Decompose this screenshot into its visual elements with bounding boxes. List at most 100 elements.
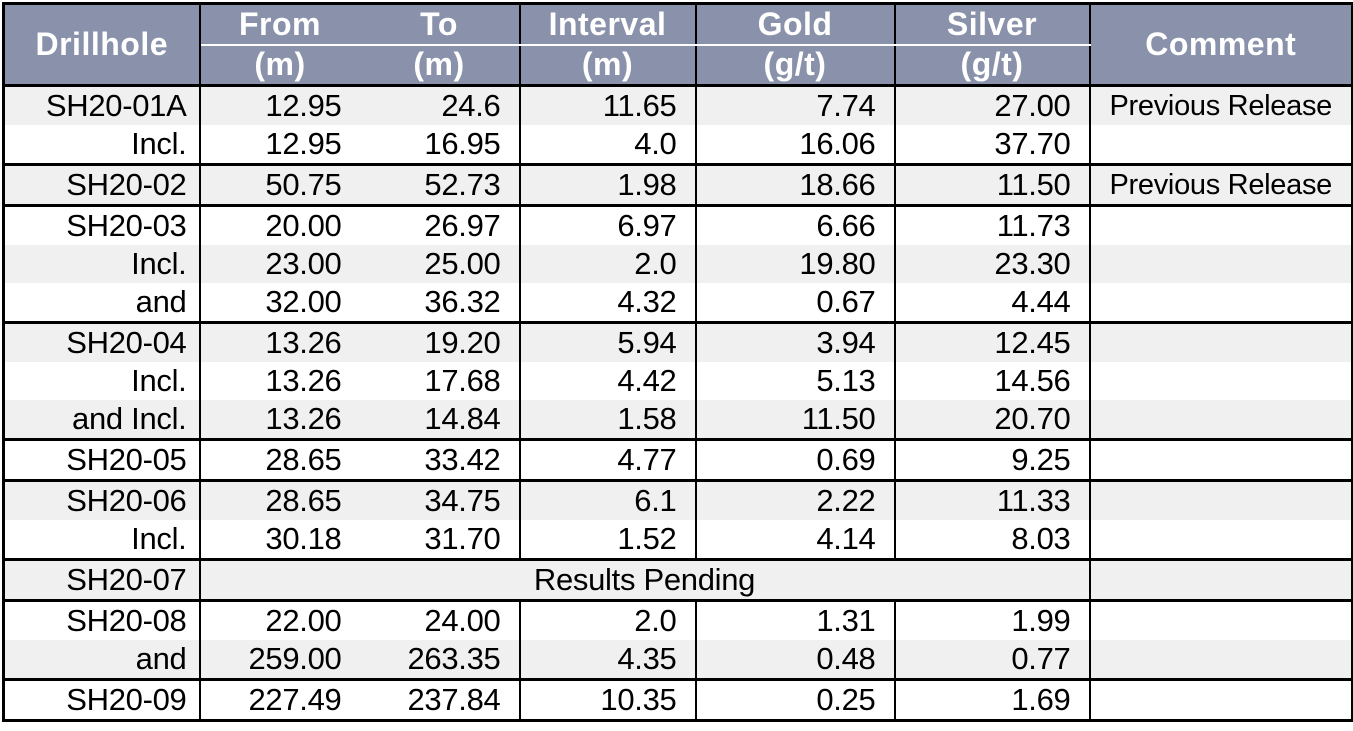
comment-cell [1088, 438, 1353, 481]
interval-cell: 2.0 [518, 245, 696, 283]
from-cell: 259.00 [199, 640, 360, 680]
table-row: and 259.00 263.35 4.35 0.48 0.77 [3, 640, 1353, 680]
header-label-row: Drillhole From To Interval Gold Silver C… [3, 3, 1353, 87]
to-cell: 24.6 [359, 84, 520, 125]
silver-cell: 27.00 [893, 84, 1090, 125]
gold-cell: 0.48 [694, 640, 895, 680]
silver-cell: 12.45 [893, 321, 1090, 362]
table-row: Incl. 12.95 16.95 4.0 16.06 37.70 [3, 125, 1353, 165]
col-header-from: From [199, 3, 360, 46]
interval-cell: 5.94 [518, 321, 696, 362]
silver-cell: 9.25 [893, 438, 1090, 481]
comment-cell: Previous Release [1088, 163, 1353, 206]
interval-cell: 11.65 [518, 84, 696, 125]
table-row: SH20-08 22.00 24.00 2.0 1.31 1.99 [3, 599, 1353, 640]
gold-cell: 1.31 [694, 599, 895, 640]
drillhole-cell: Incl. [3, 520, 201, 560]
from-cell: 12.95 [199, 84, 360, 125]
drillhole-cell: Incl. [3, 362, 201, 400]
silver-cell: 20.70 [893, 400, 1090, 440]
col-header-interval: Interval [518, 3, 696, 46]
table-row: SH20-07 Results Pending [3, 558, 1353, 601]
from-cell: 12.95 [199, 125, 360, 165]
to-cell: 19.20 [359, 321, 520, 362]
from-cell: 22.00 [199, 599, 360, 640]
silver-cell: 0.77 [893, 640, 1090, 680]
silver-cell: 11.50 [893, 163, 1090, 206]
silver-cell: 1.99 [893, 599, 1090, 640]
interval-cell: 4.0 [518, 125, 696, 165]
header-unit-row: (m) (m) (m) (g/t) (g/t) [4, 44, 1353, 87]
comment-cell: Previous Release [1088, 84, 1353, 125]
drillhole-cell: and [3, 640, 201, 680]
table-row: SH20-06 28.65 34.75 6.1 2.22 11.33 [3, 479, 1353, 520]
drillhole-cell: and [3, 283, 201, 323]
table-row: Incl. 13.26 17.68 4.42 5.13 14.56 [3, 362, 1353, 400]
col-header-silver: Silver [893, 3, 1090, 46]
gold-cell: 6.66 [694, 204, 895, 245]
to-cell: 263.35 [359, 640, 520, 680]
drillhole-cell: SH20-06 [3, 479, 201, 520]
to-cell: 31.70 [359, 520, 520, 560]
to-cell: 26.97 [359, 204, 520, 245]
gold-cell: 7.74 [694, 84, 895, 125]
comment-cell [1088, 283, 1353, 323]
from-cell: 28.65 [199, 438, 360, 481]
interval-cell: 6.97 [518, 204, 696, 245]
to-cell: 36.32 [359, 283, 520, 323]
table-row: Incl. 30.18 31.70 1.52 4.14 8.03 [3, 520, 1353, 560]
drillhole-cell: SH20-01A [3, 84, 201, 125]
col-unit-silver: (g/t) [893, 44, 1090, 87]
from-cell: 227.49 [199, 678, 360, 721]
silver-cell: 23.30 [893, 245, 1090, 283]
silver-cell: 11.73 [893, 204, 1090, 245]
from-cell: 23.00 [199, 245, 360, 283]
drillhole-cell: Incl. [3, 245, 201, 283]
to-cell: 34.75 [359, 479, 520, 520]
gold-cell: 3.94 [694, 321, 895, 362]
comment-cell [1088, 125, 1353, 165]
gold-cell: 0.67 [694, 283, 895, 323]
from-cell: 28.65 [199, 479, 360, 520]
silver-cell: 37.70 [893, 125, 1090, 165]
table-header: Drillhole From To Interval Gold Silver C… [3, 3, 1353, 87]
comment-cell [1088, 640, 1353, 680]
interval-cell: 4.32 [518, 283, 696, 323]
col-header-to: To [359, 3, 520, 46]
comment-cell [1088, 400, 1353, 440]
interval-cell: 4.35 [518, 640, 696, 680]
gold-cell: 19.80 [694, 245, 895, 283]
silver-cell: 14.56 [893, 362, 1090, 400]
gold-cell: 2.22 [694, 479, 895, 520]
from-cell: 13.26 [199, 321, 360, 362]
comment-cell [1088, 558, 1353, 601]
silver-cell: 11.33 [893, 479, 1090, 520]
table-row: SH20-05 28.65 33.42 4.77 0.69 9.25 [3, 438, 1353, 481]
col-unit-from: (m) [199, 44, 360, 87]
drillhole-cell: SH20-02 [3, 163, 201, 206]
from-cell: 20.00 [199, 204, 360, 245]
comment-cell [1088, 520, 1353, 560]
col-unit-gold: (g/t) [694, 44, 895, 87]
from-cell: 13.26 [199, 400, 360, 440]
interval-cell: 1.52 [518, 520, 696, 560]
silver-cell: 4.44 [893, 283, 1090, 323]
interval-cell: 1.58 [518, 400, 696, 440]
silver-cell: 8.03 [893, 520, 1090, 560]
interval-cell: 1.98 [518, 163, 696, 206]
comment-cell [1088, 678, 1353, 721]
from-cell: 30.18 [199, 520, 360, 560]
comment-cell [1088, 362, 1353, 400]
from-cell: 50.75 [199, 163, 360, 206]
to-cell: 52.73 [359, 163, 520, 206]
comment-cell [1088, 599, 1353, 640]
col-header-drillhole: Drillhole [3, 3, 201, 87]
table-row: Incl. 23.00 25.00 2.0 19.80 23.30 [3, 245, 1353, 283]
drillhole-cell: SH20-05 [3, 438, 201, 481]
drillhole-cell: Incl. [3, 125, 201, 165]
from-cell: 13.26 [199, 362, 360, 400]
interval-cell: 10.35 [518, 678, 696, 721]
table-row: SH20-03 20.00 26.97 6.97 6.66 11.73 [3, 204, 1353, 245]
interval-cell: 2.0 [518, 599, 696, 640]
table-row: SH20-09 227.49 237.84 10.35 0.25 1.69 [3, 678, 1353, 721]
